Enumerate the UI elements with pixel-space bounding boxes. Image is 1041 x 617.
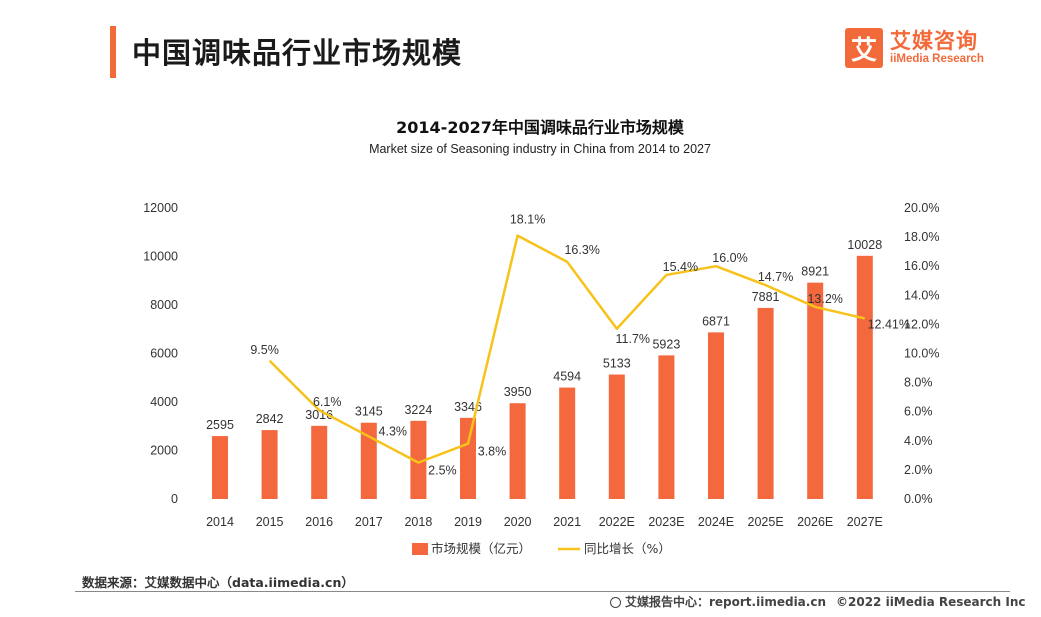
growth-value-label: 4.3% <box>379 424 408 438</box>
bar <box>608 374 625 499</box>
bar <box>708 332 724 499</box>
report-center-link[interactable]: 艾媒报告中心：report.iimedia.cn <box>625 595 826 609</box>
y-right-tick-label: 14.0% <box>904 288 939 302</box>
bar <box>509 403 526 499</box>
x-tick-label: 2024E <box>698 515 734 529</box>
globe-icon <box>610 597 621 608</box>
y-right-tick-label: 20.0% <box>904 201 939 215</box>
logo-chinese-name: 艾媒咨询 <box>890 29 978 53</box>
x-tick-label: 2020 <box>504 515 532 529</box>
x-tick-label: 2021 <box>553 515 581 529</box>
bar <box>360 422 377 499</box>
legend-line-label: 同比增长（%） <box>584 541 671 556</box>
bar-value-label: 5923 <box>652 337 680 351</box>
y-right-tick-label: 4.0% <box>904 434 933 448</box>
growth-value-label: 6.1% <box>313 395 342 409</box>
x-tick-label: 2015 <box>256 515 284 529</box>
growth-value-label: 18.1% <box>510 213 545 227</box>
y-left-tick-label: 2000 <box>150 444 178 458</box>
bar-value-label: 8921 <box>801 265 829 279</box>
bar-value-label: 6871 <box>702 314 730 328</box>
bar <box>856 255 873 499</box>
footer-divider <box>75 591 1010 592</box>
x-tick-label: 2027E <box>847 515 883 529</box>
y-right-tick-label: 10.0% <box>904 347 939 361</box>
chart-title: 2014-2027年中国调味品行业市场规模 <box>396 118 684 137</box>
x-tick-label: 2022E <box>599 515 635 529</box>
growth-value-label: 15.4% <box>663 260 698 274</box>
chart-subtitle: Market size of Seasoning industry in Chi… <box>369 142 711 156</box>
bar <box>807 282 824 499</box>
growth-value-label: 16.0% <box>712 251 747 265</box>
logo-text: 艾媒咨询 iiMedia Research <box>890 30 984 66</box>
y-left-tick-label: 6000 <box>150 347 178 361</box>
y-right-tick-label: 16.0% <box>904 259 939 273</box>
bar <box>212 436 228 499</box>
logo-mark-icon: 艾 <box>845 28 883 68</box>
growth-value-label: 2.5% <box>428 464 457 478</box>
bar <box>261 430 278 499</box>
x-tick-label: 2017 <box>355 515 383 529</box>
bar-value-label: 7881 <box>752 290 780 304</box>
bar-value-label: 3224 <box>404 403 432 417</box>
y-left-tick-label: 8000 <box>150 298 178 312</box>
y-left-tick-label: 12000 <box>143 201 178 215</box>
y-right-tick-label: 2.0% <box>904 463 933 477</box>
bar-value-label: 4594 <box>553 370 581 384</box>
growth-value-label: 12.41% <box>868 317 910 331</box>
bar-value-label: 3016 <box>305 408 333 422</box>
growth-value-label: 11.7% <box>616 332 651 346</box>
x-tick-label: 2019 <box>454 515 482 529</box>
bar-value-label: 2842 <box>256 412 284 426</box>
x-tick-label: 2014 <box>206 515 234 529</box>
x-tick-label: 2026E <box>797 515 833 529</box>
y-right-tick-label: 6.0% <box>904 405 933 419</box>
growth-value-label: 14.7% <box>758 270 793 284</box>
bar <box>658 355 675 499</box>
bar-value-label: 3950 <box>504 385 532 399</box>
bar-value-label: 5133 <box>603 357 631 371</box>
bar-value-label: 10028 <box>847 238 882 252</box>
y-right-tick-label: 8.0% <box>904 376 933 390</box>
y-left-tick-label: 0 <box>171 492 178 506</box>
bar <box>559 387 576 499</box>
growth-value-label: 9.5% <box>250 343 279 357</box>
copyright-text: ©2022 iiMedia Research Inc <box>836 595 1026 609</box>
growth-value-label: 13.2% <box>807 292 842 306</box>
x-tick-label: 2023E <box>648 515 684 529</box>
logo-english-name: iiMedia Research <box>890 53 984 65</box>
bar <box>410 420 427 499</box>
y-right-tick-label: 0.0% <box>904 492 933 506</box>
legend-bar-swatch <box>412 543 428 555</box>
y-left-tick-label: 10000 <box>143 250 178 264</box>
y-left-tick-label: 4000 <box>150 395 178 409</box>
x-tick-label: 2016 <box>305 515 333 529</box>
growth-value-label: 16.3% <box>564 243 599 257</box>
x-tick-label: 2025E <box>748 515 784 529</box>
bar <box>460 417 476 499</box>
y-right-tick-label: 18.0% <box>904 230 939 244</box>
growth-value-label: 3.8% <box>478 445 507 459</box>
brand-logo: 艾 艾媒咨询 iiMedia Research <box>845 28 984 68</box>
footer-bar: 艾媒报告中心：report.iimedia.cn ©2022 iiMedia Re… <box>610 593 1026 610</box>
bar <box>311 425 328 499</box>
bar-value-label: 3145 <box>355 405 383 419</box>
bar <box>757 307 774 499</box>
growth-line <box>268 234 866 464</box>
title-accent-bar <box>110 26 116 78</box>
legend-bar-label: 市场规模（亿元） <box>431 541 531 556</box>
data-source: 数据来源：艾媒数据中心（data.iimedia.cn） <box>82 575 354 590</box>
x-tick-label: 2018 <box>404 515 432 529</box>
y-right-tick-label: 12.0% <box>904 317 939 331</box>
page-title: 中国调味品行业市场规模 <box>132 36 463 70</box>
bar-value-label: 2595 <box>206 418 234 432</box>
